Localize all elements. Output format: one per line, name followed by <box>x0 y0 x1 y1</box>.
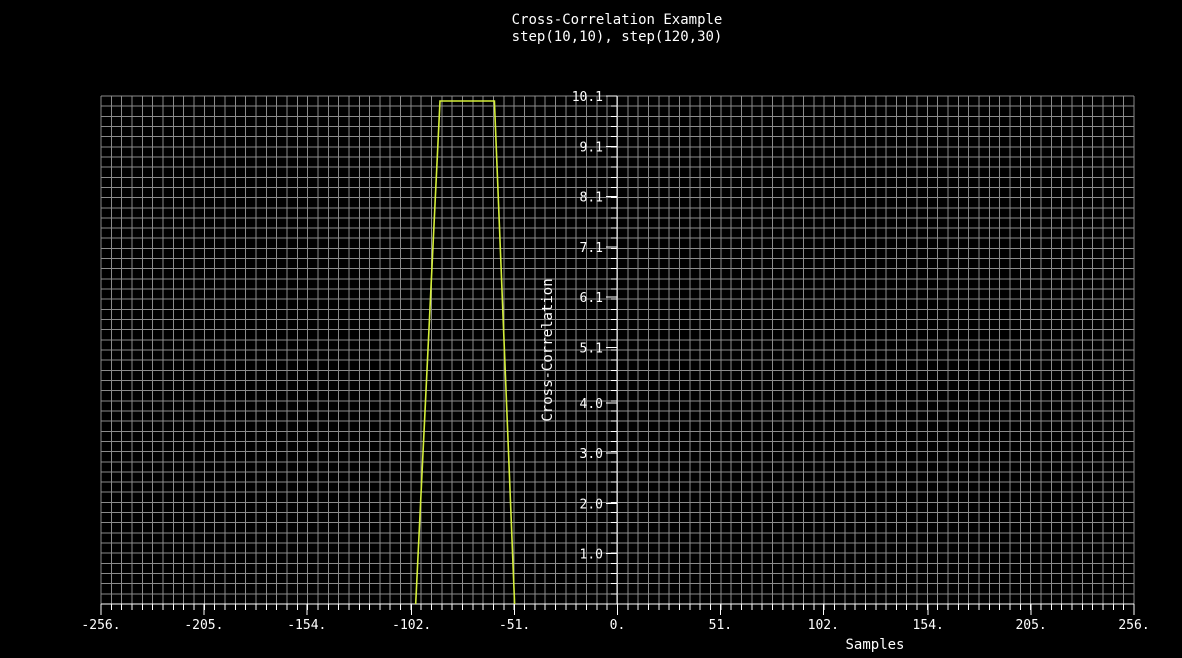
series-line <box>414 100 516 605</box>
y-tick-label: 8.1 <box>580 191 603 206</box>
x-tick-label: 102. <box>808 618 839 633</box>
y-axis-label: Cross-Correlation <box>540 278 556 421</box>
chart-title: Cross-Correlation Example <box>512 12 723 28</box>
x-tick-label: -102. <box>392 618 431 633</box>
x-tick-label: 0. <box>610 618 626 633</box>
x-tick-label: -205. <box>184 618 223 633</box>
x-tick-label: -154. <box>287 618 326 633</box>
y-tick-label: 4.0 <box>580 397 603 412</box>
y-tick-label: 5.1 <box>580 341 603 356</box>
chart-subtitle: step(10,10), step(120,30) <box>512 29 723 45</box>
y-tick-label: 6.1 <box>580 291 603 306</box>
x-tick-label: 256. <box>1118 618 1149 633</box>
y-tick-label: 9.1 <box>580 140 603 155</box>
x-tick-label: 154. <box>913 618 944 633</box>
y-tick-label: 1.0 <box>580 548 603 563</box>
x-axis-label: Samples <box>845 637 904 653</box>
y-tick-label: 2.0 <box>580 497 603 512</box>
x-tick-label: 205. <box>1015 618 1046 633</box>
x-tick-label: -256. <box>81 618 120 633</box>
y-tick-label: 3.0 <box>580 447 603 462</box>
x-tick-label: 51. <box>709 618 732 633</box>
x-tick-label: -51. <box>499 618 530 633</box>
y-tick-label: 10.1 <box>572 90 603 105</box>
series <box>414 100 516 605</box>
axes: -256. -205. -154. -102. -51. 0. 51. 102. 154. 205… <box>81 90 1149 633</box>
y-tick-label: 7.1 <box>580 241 603 256</box>
